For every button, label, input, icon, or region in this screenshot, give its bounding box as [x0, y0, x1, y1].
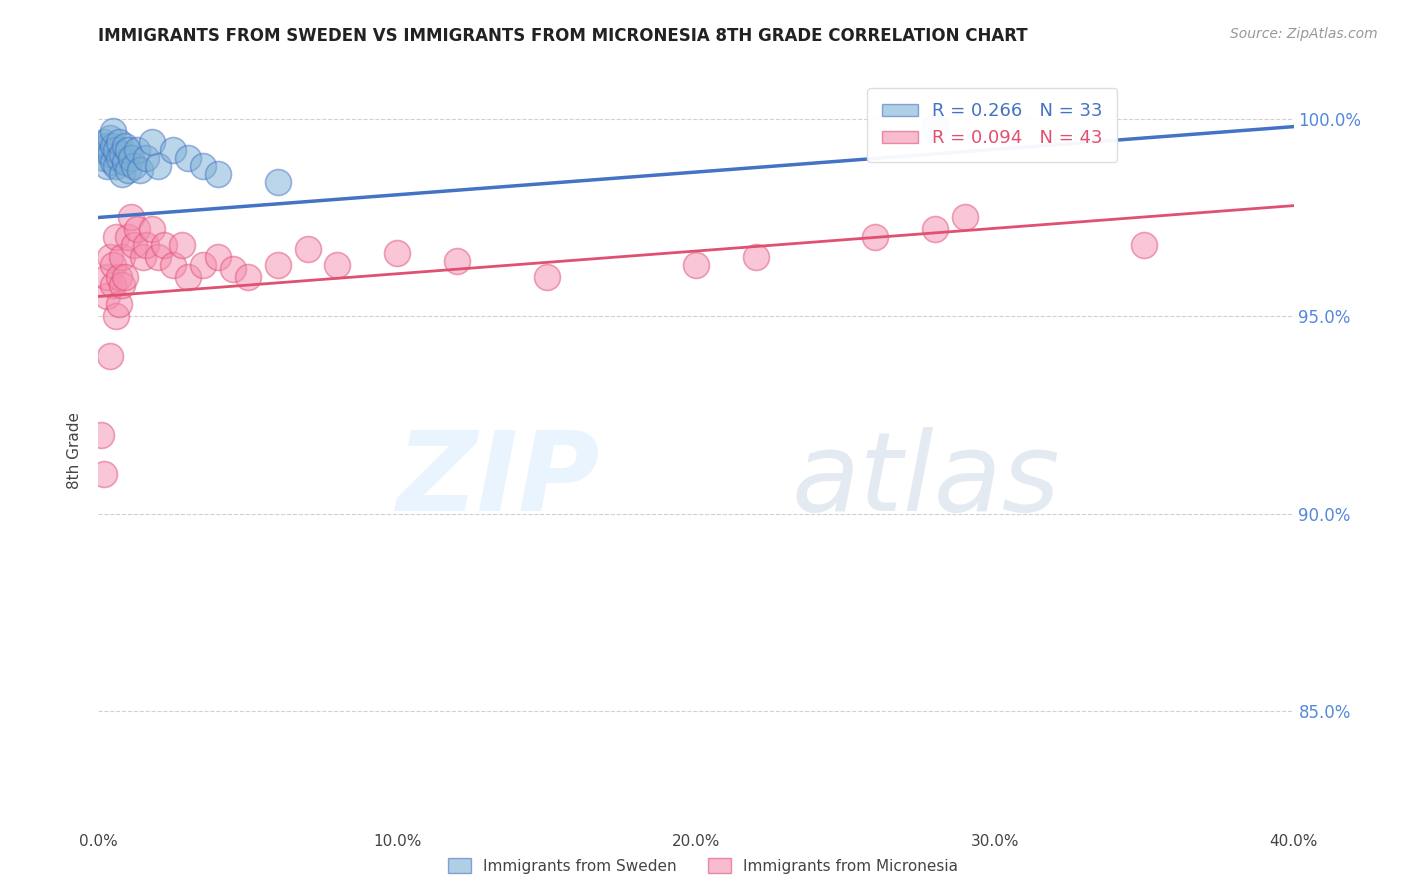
Point — [124, 238, 146, 252]
Point — [105, 144, 128, 158]
Point — [93, 151, 115, 165]
Point — [117, 230, 139, 244]
Point — [96, 289, 118, 303]
Point — [96, 139, 118, 153]
Point — [177, 269, 200, 284]
Point — [124, 159, 146, 173]
Point — [127, 144, 149, 158]
Point — [111, 277, 134, 292]
Point — [745, 250, 768, 264]
Point — [162, 144, 184, 158]
Point — [120, 211, 142, 225]
Point — [98, 147, 122, 161]
Point — [267, 175, 290, 189]
Point — [96, 159, 118, 173]
Point — [924, 120, 946, 134]
Point — [105, 230, 128, 244]
Point — [135, 151, 157, 165]
Point — [222, 261, 245, 276]
Point — [103, 139, 125, 153]
Point — [103, 155, 125, 169]
Point — [93, 136, 115, 150]
Point — [685, 258, 707, 272]
Point — [114, 139, 136, 153]
Point — [172, 238, 194, 252]
Point — [117, 163, 139, 178]
Point — [120, 151, 142, 165]
Point — [297, 242, 319, 256]
Point — [207, 250, 229, 264]
Point — [148, 159, 170, 173]
Point — [924, 222, 946, 236]
Point — [98, 131, 122, 145]
Point — [385, 246, 409, 260]
Point — [236, 269, 259, 284]
Point — [93, 467, 115, 482]
Point — [191, 258, 214, 272]
Y-axis label: 8th Grade: 8th Grade — [67, 412, 83, 489]
Point — [148, 250, 170, 264]
Point — [267, 258, 290, 272]
Point — [98, 250, 122, 264]
Point — [865, 230, 887, 244]
Point — [111, 250, 134, 264]
Text: ZIP: ZIP — [396, 427, 600, 534]
Point — [114, 269, 136, 284]
Point — [103, 123, 125, 137]
Point — [207, 167, 229, 181]
Point — [129, 163, 152, 178]
Point — [105, 159, 128, 173]
Point — [177, 151, 200, 165]
Point — [191, 159, 214, 173]
Point — [108, 297, 131, 311]
Point — [446, 253, 468, 268]
Point — [96, 269, 118, 284]
Point — [536, 269, 558, 284]
Point — [108, 136, 131, 150]
Point — [132, 250, 155, 264]
Point — [111, 147, 134, 161]
Point — [103, 277, 125, 292]
Legend: R = 0.266   N = 33, R = 0.094   N = 43: R = 0.266 N = 33, R = 0.094 N = 43 — [868, 88, 1118, 161]
Legend: Immigrants from Sweden, Immigrants from Micronesia: Immigrants from Sweden, Immigrants from … — [441, 852, 965, 880]
Point — [162, 258, 184, 272]
Point — [141, 222, 163, 236]
Text: IMMIGRANTS FROM SWEDEN VS IMMIGRANTS FROM MICRONESIA 8TH GRADE CORRELATION CHART: IMMIGRANTS FROM SWEDEN VS IMMIGRANTS FRO… — [98, 27, 1028, 45]
Point — [90, 144, 112, 158]
Point — [108, 151, 131, 165]
Point — [135, 238, 157, 252]
Point — [98, 349, 122, 363]
Text: atlas: atlas — [792, 427, 1060, 534]
Point — [90, 427, 112, 442]
Text: Source: ZipAtlas.com: Source: ZipAtlas.com — [1230, 27, 1378, 41]
Point — [1133, 238, 1156, 252]
Point — [127, 222, 149, 236]
Point — [141, 136, 163, 150]
Point — [114, 155, 136, 169]
Point — [111, 167, 134, 181]
Point — [117, 144, 139, 158]
Point — [326, 258, 349, 272]
Point — [953, 211, 976, 225]
Point — [153, 238, 176, 252]
Point — [105, 309, 128, 323]
Point — [103, 258, 125, 272]
Point — [108, 269, 131, 284]
